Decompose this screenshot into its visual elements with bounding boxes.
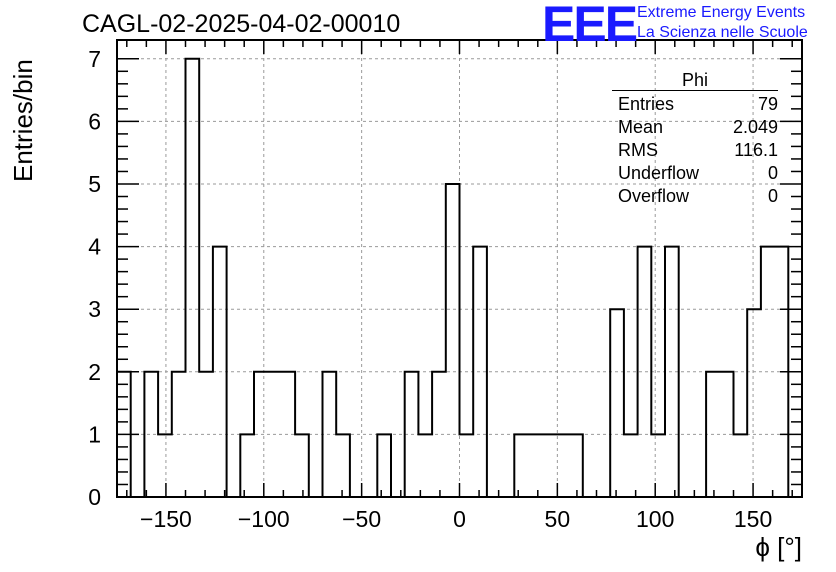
x-tick-label: 50 <box>545 506 571 532</box>
y-tick-label: 4 <box>88 234 101 260</box>
x-tick-label: −50 <box>342 506 381 532</box>
stats-value: 116.1 <box>734 140 778 160</box>
y-tick-label: 6 <box>88 108 101 134</box>
stats-row-overflow: Overflow 0 <box>612 185 778 208</box>
x-tick-label: 0 <box>453 506 466 532</box>
chart-title: CAGL-02-2025-04-02-00010 <box>82 10 401 38</box>
stats-label: Overflow <box>618 186 690 206</box>
stats-value: 79 <box>757 94 778 114</box>
x-tick-label: 150 <box>734 506 772 532</box>
y-tick-label: 7 <box>88 46 101 72</box>
y-tick-label: 1 <box>88 421 101 447</box>
x-axis-label: ϕ [°] <box>755 532 802 562</box>
y-axis-label: Entries/bin <box>8 59 38 182</box>
histogram-line <box>116 57 802 498</box>
stats-label: Underflow <box>618 163 700 183</box>
logo-caption: Extreme Energy Events La Scienza nelle S… <box>637 3 808 43</box>
stats-value: 0 <box>767 186 778 206</box>
stats-row-mean: Mean 2.049 <box>612 116 778 139</box>
stats-label: RMS <box>618 140 658 160</box>
y-tick-label: 3 <box>88 296 101 322</box>
x-tick-label: −150 <box>140 506 192 532</box>
stats-row-rms: RMS 116.1 <box>612 139 778 162</box>
stats-value: 0 <box>767 163 778 183</box>
stats-label: Mean <box>618 117 664 137</box>
x-tick-label: 100 <box>636 506 674 532</box>
eee-logo: EEE <box>542 0 638 52</box>
x-tick-label: −100 <box>238 506 290 532</box>
stats-value: 2.049 <box>732 117 778 137</box>
stats-label: Entries <box>618 94 675 114</box>
y-tick-label: 5 <box>88 171 101 197</box>
stats-row-underflow: Underflow 0 <box>612 162 778 185</box>
y-tick-label: 0 <box>88 484 101 510</box>
stats-box: Phi Entries 79 Mean 2.049 RMS 116.1 Unde… <box>612 70 778 208</box>
logo-caption-line2: La Scienza nelle Scuole <box>637 24 808 41</box>
logo-caption-line1: Extreme Energy Events <box>637 4 806 21</box>
stats-box-title: Phi <box>612 70 778 91</box>
y-tick-label: 2 <box>88 359 101 385</box>
stats-row-entries: Entries 79 <box>612 93 778 116</box>
